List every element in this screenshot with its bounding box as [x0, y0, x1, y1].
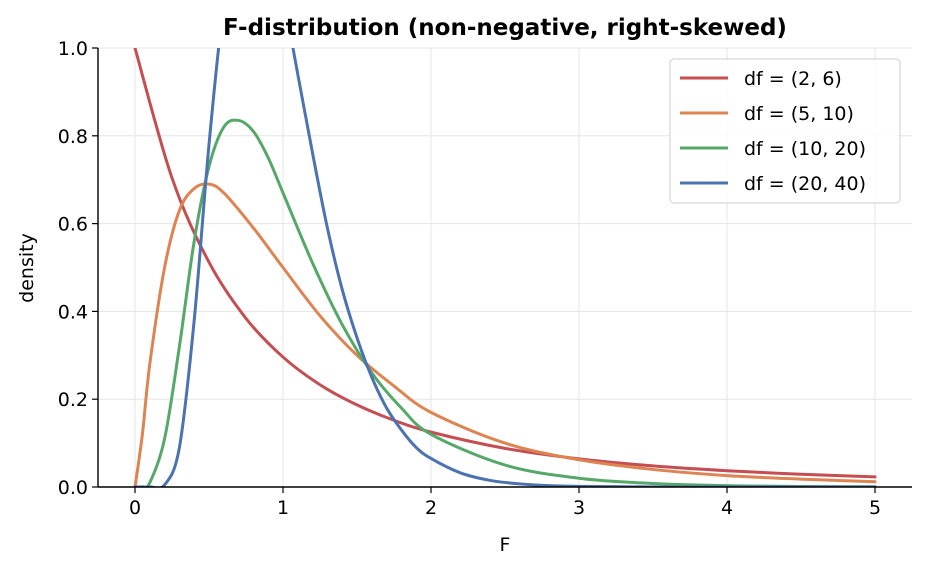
y-tick-label: 0.8	[58, 126, 88, 148]
y-axis-label: density	[16, 233, 38, 303]
x-tick-label: 0	[129, 497, 141, 519]
x-tick-label: 1	[277, 497, 289, 519]
legend-label: df = (10, 20)	[744, 138, 866, 160]
y-tick-label: 0.2	[58, 389, 88, 411]
x-ticks: 0 1 2 3 4 5	[129, 487, 881, 519]
series-line-4	[133, 48, 877, 487]
y-ticks: 0.0 0.2 0.4 0.6 0.8 1.0	[58, 38, 98, 499]
series-line-3	[133, 118, 877, 487]
y-tick-label: 0.6	[58, 214, 88, 236]
chart-title: F-distribution (non-negative, right-skew…	[223, 15, 787, 41]
y-tick-label: 0.4	[58, 301, 88, 323]
x-tick-label: 2	[425, 497, 437, 519]
x-tick-label: 4	[721, 497, 733, 519]
legend-label: df = (20, 40)	[744, 173, 866, 195]
y-tick-label: 0.0	[58, 477, 88, 499]
x-axis-label: F	[500, 534, 511, 556]
x-tick-label: 5	[869, 497, 881, 519]
series-line-2	[133, 182, 877, 487]
legend-label: df = (5, 10)	[744, 103, 854, 125]
x-tick-label: 3	[573, 497, 585, 519]
legend: df = (2, 6) df = (5, 10) df = (10, 20) df =…	[669, 58, 901, 204]
series-layer	[133, 48, 877, 487]
y-tick-label: 1.0	[58, 38, 88, 60]
legend-label: df = (2, 6)	[744, 68, 842, 90]
legend-box	[669, 58, 901, 204]
